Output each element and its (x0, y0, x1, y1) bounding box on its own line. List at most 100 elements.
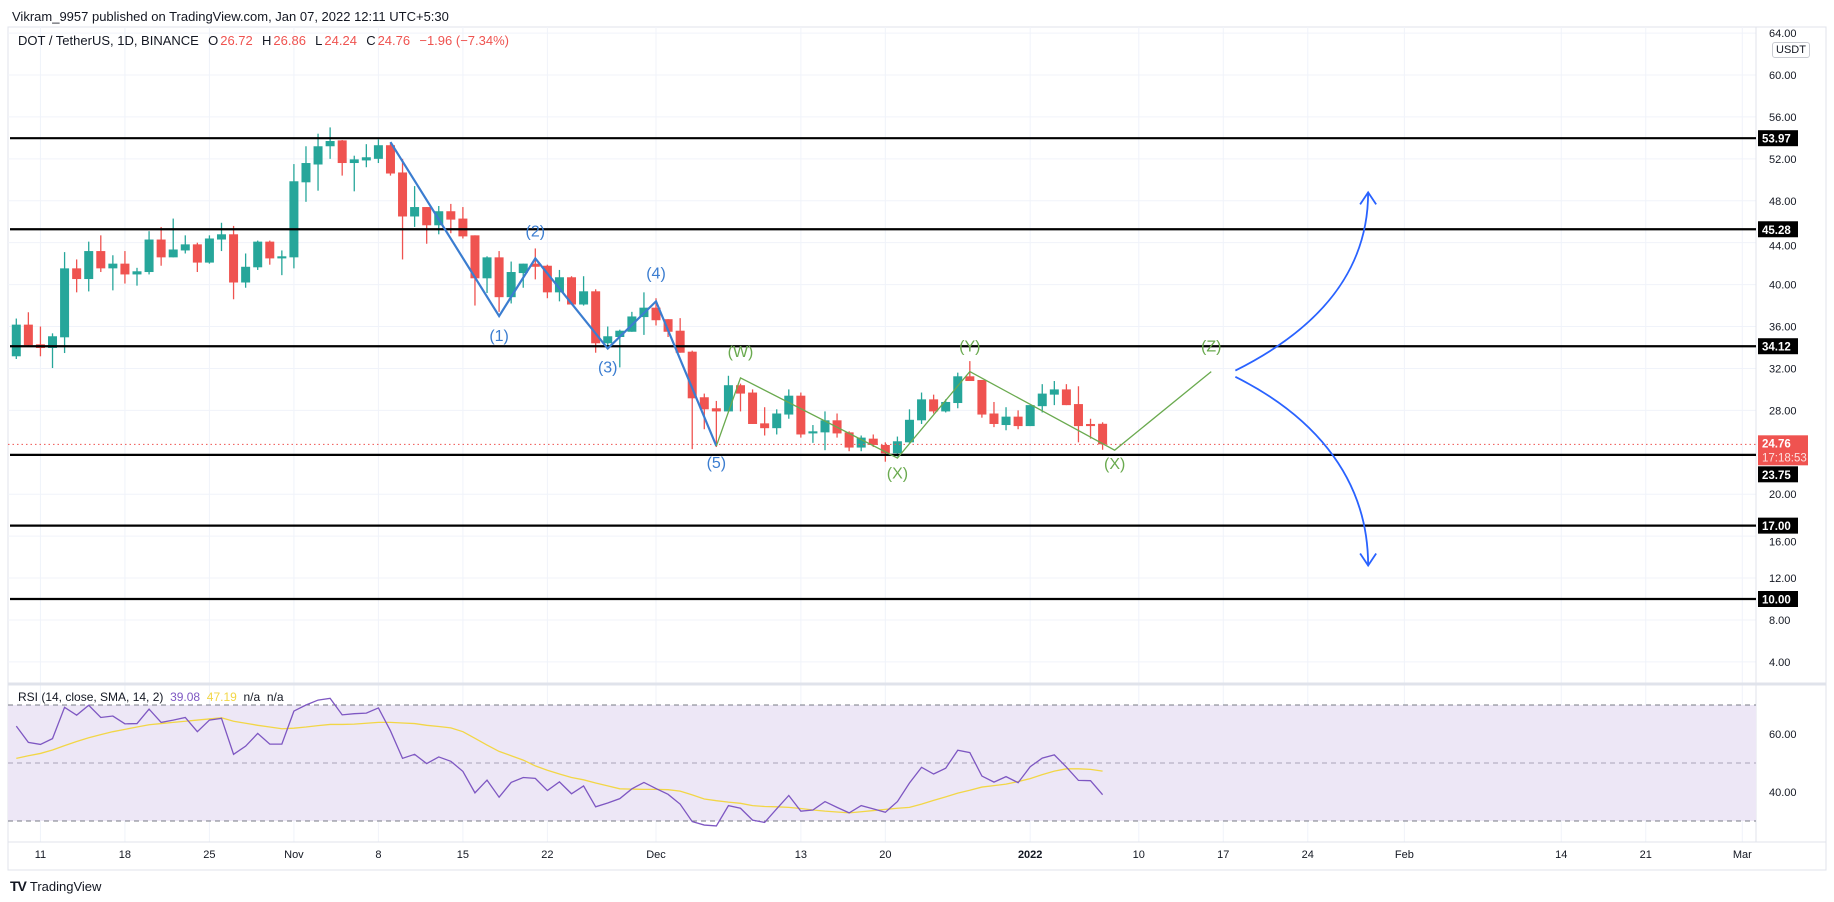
candle-body (554, 277, 564, 293)
rsi-value: 39.08 (170, 690, 201, 704)
level-price-badge (1758, 221, 1798, 238)
price-tick-label: 20.00 (1769, 489, 1797, 501)
wave-label: (5) (707, 455, 727, 472)
candle (1001, 407, 1011, 431)
candle-body (615, 330, 625, 337)
candle (470, 235, 480, 306)
level-price-badge (1758, 338, 1798, 355)
time-tick-label: 25 (203, 849, 215, 861)
rsi-sma-value: 47.19 (206, 690, 237, 704)
candle (723, 375, 733, 412)
time-tick-label: 15 (457, 849, 469, 861)
last-price-badge (1758, 435, 1808, 466)
wave-label: (3) (598, 360, 618, 377)
candle-body (917, 399, 927, 421)
candle-body (1073, 404, 1083, 427)
candle (72, 259, 82, 293)
candle-body (11, 324, 21, 357)
wave-label: (X) (1104, 456, 1125, 473)
candle (554, 269, 564, 302)
candle (422, 207, 432, 244)
time-tick-label: Dec (646, 849, 666, 861)
candle (385, 143, 395, 176)
candle (373, 139, 383, 164)
candle (977, 379, 987, 418)
candle-body (796, 395, 806, 435)
candle-body (373, 145, 383, 159)
candle (941, 399, 951, 413)
rsi-tick-label: 40.00 (1769, 787, 1797, 799)
candle (108, 255, 118, 291)
candle (156, 226, 166, 266)
candle-body (410, 207, 420, 217)
candle-body (603, 336, 613, 344)
candle (579, 276, 589, 306)
symbol-legend: DOT / TetherUS, 1D, BINANCE O 26.72 H 26.8… (18, 33, 511, 48)
change-value: −1.96 (−7.34%) (419, 33, 509, 48)
candle-body (1049, 389, 1059, 395)
candle (748, 389, 758, 424)
candle (711, 400, 721, 448)
tradingview-logo-icon: TV (10, 878, 27, 894)
candle-body (349, 159, 359, 164)
candle (856, 435, 866, 452)
candle (229, 225, 239, 300)
candle-body (567, 277, 577, 305)
candle (808, 425, 818, 443)
candle (48, 333, 58, 369)
candle-body (1037, 393, 1047, 407)
candle-body (23, 324, 33, 346)
wave-label: (W) (728, 344, 754, 361)
candle (1049, 381, 1059, 406)
candle (904, 409, 914, 443)
wave-label: (4) (646, 265, 666, 282)
candle (591, 289, 601, 353)
currency-badge[interactable]: USDT (1772, 42, 1810, 58)
candle-body (313, 146, 323, 165)
candle (1086, 418, 1096, 439)
price-tick-label: 4.00 (1769, 657, 1790, 669)
tradingview-logo-text: TradingView (29, 878, 102, 894)
level-price-label: 45.28 (1762, 225, 1791, 237)
candle-body (941, 401, 951, 412)
candle-body (808, 431, 818, 434)
candle-body (675, 330, 685, 353)
candle-body (965, 376, 975, 382)
candle (603, 326, 613, 348)
candle-body (760, 423, 770, 429)
time-tick-label: 22 (541, 849, 553, 861)
candle-body (711, 408, 721, 412)
candle-body (48, 336, 58, 349)
candle (301, 146, 311, 202)
candle-body (591, 291, 601, 344)
candle-body (687, 351, 697, 399)
candle-body (579, 291, 589, 305)
high-label: H (262, 33, 272, 48)
candle (892, 436, 902, 457)
candle-body (772, 413, 782, 429)
price-tick-label: 8.00 (1769, 615, 1790, 627)
candle-body (132, 271, 142, 275)
elliott-impulse-wave (389, 141, 718, 447)
tradingview-logo[interactable]: TV TradingView (10, 878, 101, 894)
price-tick-label: 12.00 (1769, 573, 1797, 585)
candle-body (784, 395, 794, 415)
candle-body (229, 234, 239, 283)
candle (23, 312, 33, 347)
candle-body (723, 385, 733, 412)
candle-body (820, 420, 830, 433)
candle (953, 372, 963, 409)
price-tick-label: 40.00 (1769, 280, 1797, 292)
price-tick-label: 28.00 (1769, 405, 1797, 417)
candle-body (482, 257, 492, 279)
candle (772, 409, 782, 435)
candle-body (253, 241, 263, 268)
close-label: C (366, 33, 376, 48)
candle (868, 434, 878, 448)
candle-body (651, 307, 661, 321)
candle (120, 251, 130, 284)
candle (11, 318, 21, 360)
time-tick-label: Mar (1733, 849, 1752, 861)
time-tick-label: 10 (1133, 849, 1145, 861)
